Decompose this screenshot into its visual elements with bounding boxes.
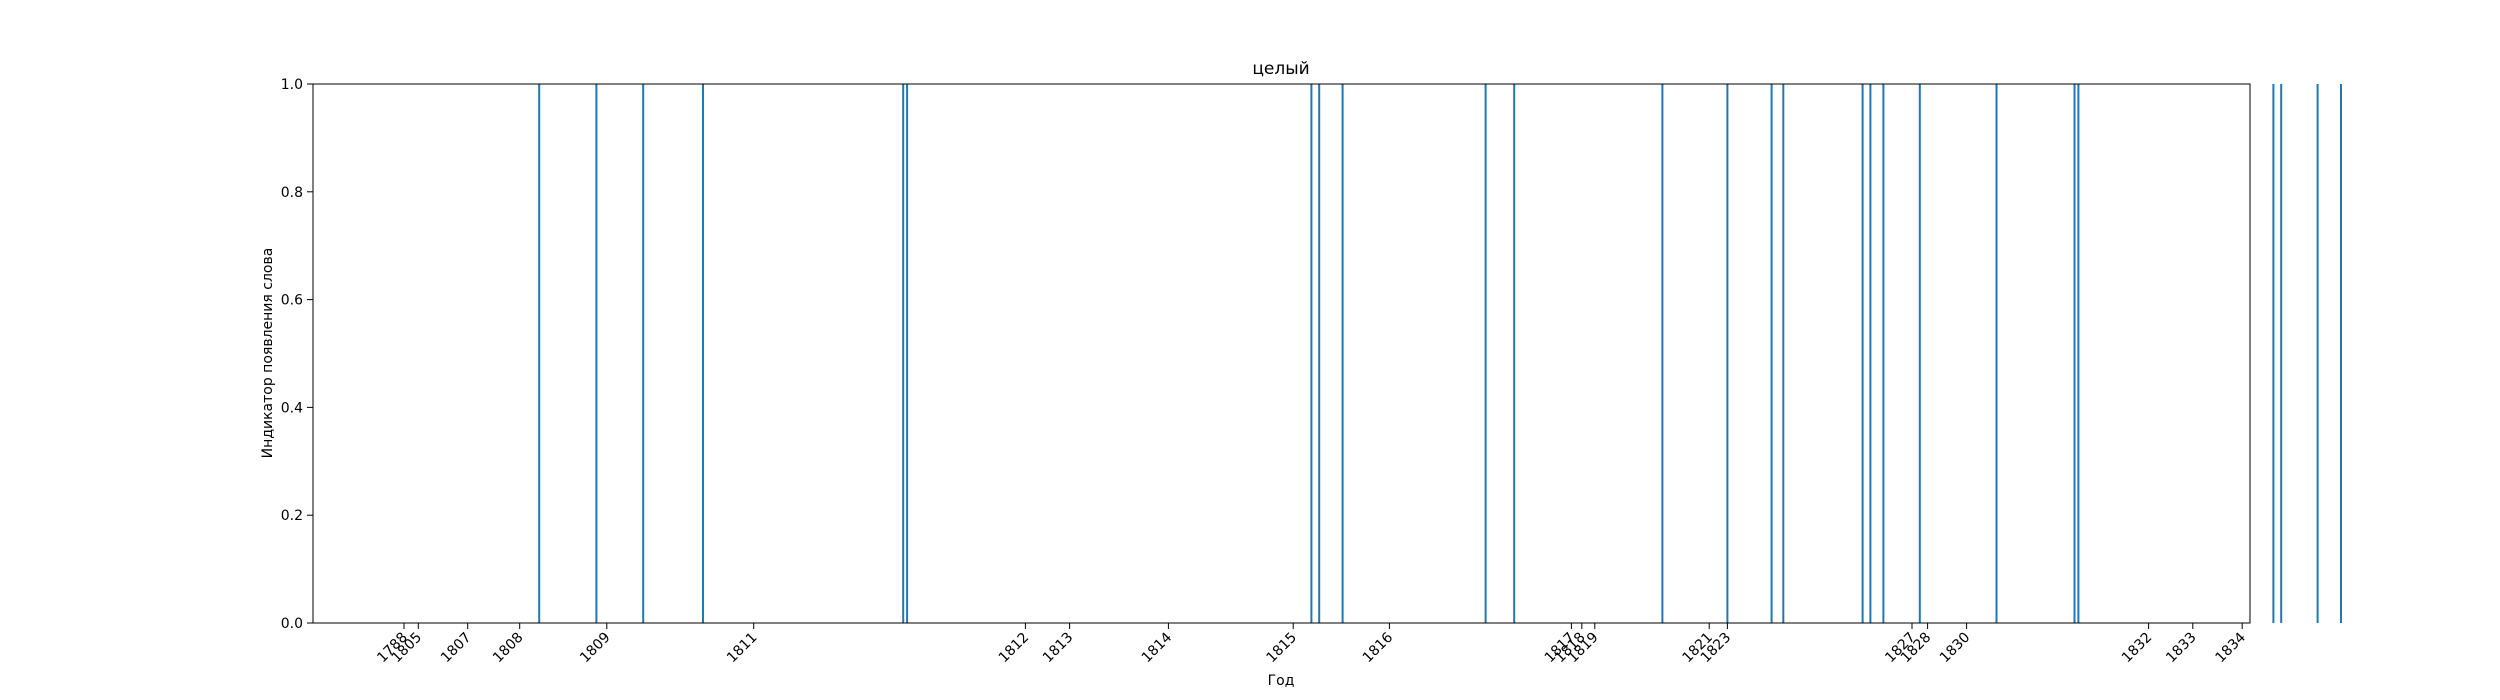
y-tick-label: 0.4	[281, 400, 303, 416]
y-axis-title: Индикатор появления слова	[260, 248, 276, 459]
x-tick-label: 1832	[2119, 630, 2156, 667]
x-tick-label: 1807	[438, 630, 475, 667]
plot-area-frame	[312, 83, 2251, 624]
x-axis-title: Год	[1268, 673, 1295, 689]
event-bars	[538, 84, 2342, 623]
x-tick-label: 1812	[996, 630, 1033, 667]
x-tick-label: 1833	[2163, 630, 2200, 667]
y-tick-label: 0.6	[281, 293, 303, 309]
x-tick-label: 1814	[1139, 629, 1176, 666]
x-tick-label: 1816	[1360, 629, 1397, 666]
x-tick-label: 1808	[490, 630, 527, 667]
x-tick-label: 1811	[724, 630, 761, 667]
x-tick-label: 1809	[577, 630, 614, 667]
x-tick-label: 1815	[1264, 630, 1301, 667]
y-tick-label: 0.0	[281, 616, 303, 632]
x-tick-label: 1813	[1040, 630, 1077, 667]
chart-title: целый	[1252, 59, 1309, 79]
y-axis: 0.0 0.2 0.4 0.6 0.8 1.0	[281, 77, 313, 632]
x-tick-label: 1834	[2213, 629, 2250, 666]
y-tick-label: 0.8	[281, 185, 303, 201]
y-tick-label: 0.2	[281, 508, 303, 524]
x-tick-label: 1830	[1937, 630, 1974, 667]
y-tick-label: 1.0	[281, 77, 303, 93]
